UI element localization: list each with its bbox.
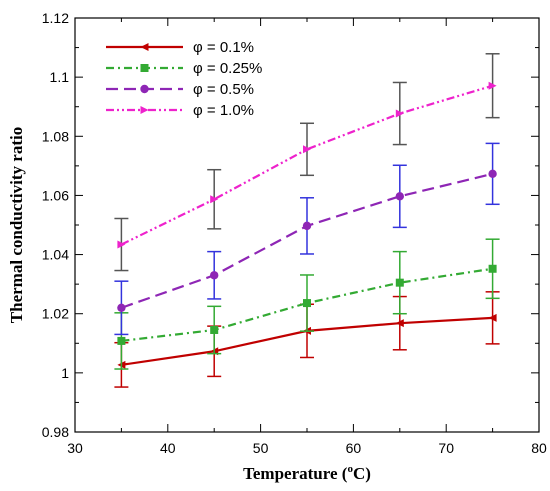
data-point: [488, 313, 497, 322]
legend-marker: [140, 64, 149, 72]
y-tick-label: 1.06: [42, 187, 69, 203]
series-line: [120, 84, 493, 246]
y-tick-label: 1.02: [42, 306, 69, 322]
x-tick-label: 70: [438, 440, 454, 456]
data-point: [210, 195, 219, 204]
data-point: [488, 169, 497, 179]
data-point: [395, 278, 404, 287]
x-tick-label: 40: [160, 440, 176, 456]
data-point: [395, 109, 404, 118]
x-tick-label: 80: [531, 440, 547, 456]
data-point: [302, 221, 312, 231]
y-tick-label: 1.08: [42, 128, 69, 144]
series-4: [114, 53, 500, 272]
data-point: [117, 240, 126, 249]
data-point: [117, 336, 126, 345]
data-point: [395, 192, 404, 201]
plot-area: 30 40 50 60 70 80 0.98 1 1.02 1.04 1.06 1.08 1.1 1.1…: [42, 10, 547, 456]
x-tick-label: 60: [346, 440, 362, 456]
series-3: [114, 142, 500, 336]
data-point: [488, 264, 497, 273]
legend-label: φ = 0.1%: [193, 39, 254, 56]
legend-marker: [140, 106, 149, 114]
x-tick-label: 30: [67, 440, 83, 456]
data-point: [303, 299, 311, 308]
y-tick-label: 0.98: [42, 424, 69, 440]
data-point: [210, 271, 219, 280]
legend-entry: φ = 0.25%: [106, 60, 262, 77]
y-tick-label: 1.04: [42, 247, 69, 263]
x-axis-title: Temperature (oC): [243, 463, 371, 483]
y-axis: 0.98 1 1.02 1.04 1.06 1.08 1.1 1.12: [42, 10, 539, 440]
legend-entry: φ = 1.0%: [106, 102, 254, 119]
legend-label: φ = 0.25%: [193, 60, 262, 77]
x-axis-title-superscript: o: [347, 463, 353, 475]
legend-marker: [140, 84, 149, 94]
series-layer: [114, 53, 500, 388]
legend-entry: φ = 0.1%: [106, 39, 254, 56]
legend-entry: φ = 0.5%: [106, 81, 254, 98]
data-point: [117, 303, 126, 312]
y-tick-label: 1: [61, 365, 69, 381]
data-point: [488, 81, 497, 90]
y-tick-label: 1.1: [50, 69, 70, 85]
data-point: [395, 319, 404, 328]
legend-label: φ = 0.5%: [193, 81, 254, 98]
data-point: [303, 145, 311, 154]
data-point: [210, 325, 219, 334]
x-axis: 30 40 50 60 70 80: [67, 18, 547, 456]
legend-marker: [140, 43, 149, 51]
x-tick-label: 50: [253, 440, 269, 456]
legend-label: φ = 1.0%: [193, 102, 254, 119]
y-axis-title: Thermal conductivity ratio: [7, 127, 26, 323]
y-tick-label: 1.12: [42, 10, 69, 26]
legend: φ = 0.1% φ = 0.25% φ = 0.5% φ = 1.0%: [106, 39, 262, 119]
series-2: [114, 238, 500, 370]
